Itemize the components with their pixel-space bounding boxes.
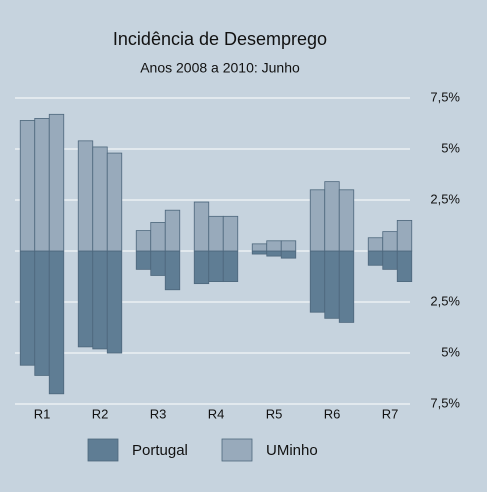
- legend-swatch: [221, 438, 253, 462]
- bar: [77, 140, 94, 252]
- chart-title: Incidência de Desemprego: [113, 29, 327, 49]
- bar: [135, 250, 152, 270]
- y-tick-label: 5%: [441, 344, 460, 359]
- bar: [367, 250, 384, 266]
- bar: [106, 152, 123, 252]
- bar: [135, 230, 152, 252]
- bar: [164, 209, 181, 252]
- bar: [150, 250, 166, 276]
- bar: [338, 250, 355, 323]
- x-tick-label: R7: [382, 406, 399, 421]
- bar: [19, 250, 36, 366]
- legend-swatch: [87, 438, 119, 462]
- bar: [193, 250, 210, 285]
- bar: [396, 219, 413, 252]
- x-tick-label: R6: [324, 406, 341, 421]
- bar: [92, 250, 108, 350]
- x-tick-label: R3: [150, 406, 167, 421]
- bar: [280, 240, 297, 252]
- legend-label: Portugal: [132, 442, 188, 459]
- bar: [150, 222, 166, 252]
- bar: [208, 250, 224, 283]
- bar: [324, 250, 340, 319]
- bar: [222, 215, 239, 252]
- bar: [280, 250, 297, 259]
- x-tick-label: R2: [92, 406, 109, 421]
- x-tick-label: R5: [266, 406, 283, 421]
- bar: [19, 120, 36, 252]
- bar: [367, 237, 384, 252]
- bar: [193, 201, 210, 252]
- y-tick-label: 7,5%: [430, 395, 460, 410]
- bar: [382, 250, 398, 270]
- bar: [48, 113, 65, 252]
- bar: [48, 250, 65, 395]
- bar: [164, 250, 181, 291]
- chart-subtitle: Anos 2008 a 2010: Junho: [140, 60, 300, 76]
- bar: [92, 146, 108, 252]
- bar: [338, 189, 355, 252]
- bar: [208, 215, 224, 252]
- bar: [324, 181, 340, 252]
- bar: [266, 240, 282, 252]
- bar: [34, 118, 50, 252]
- bar: [266, 250, 282, 257]
- bar: [251, 243, 268, 252]
- bar: [309, 250, 326, 313]
- y-tick-label: 7,5%: [430, 89, 460, 104]
- y-tick-label: 2,5%: [430, 293, 460, 308]
- y-tick-label: 2,5%: [430, 191, 460, 206]
- bar: [106, 250, 123, 354]
- bar: [77, 250, 94, 348]
- x-tick-label: R1: [34, 406, 51, 421]
- bar: [309, 189, 326, 252]
- x-tick-label: R4: [208, 406, 225, 421]
- bar: [222, 250, 239, 283]
- legend-label: UMinho: [266, 442, 318, 459]
- y-tick-label: 5%: [441, 140, 460, 155]
- bar: [396, 250, 413, 283]
- bar: [382, 231, 398, 252]
- bar: [34, 250, 50, 376]
- bar: [251, 250, 268, 255]
